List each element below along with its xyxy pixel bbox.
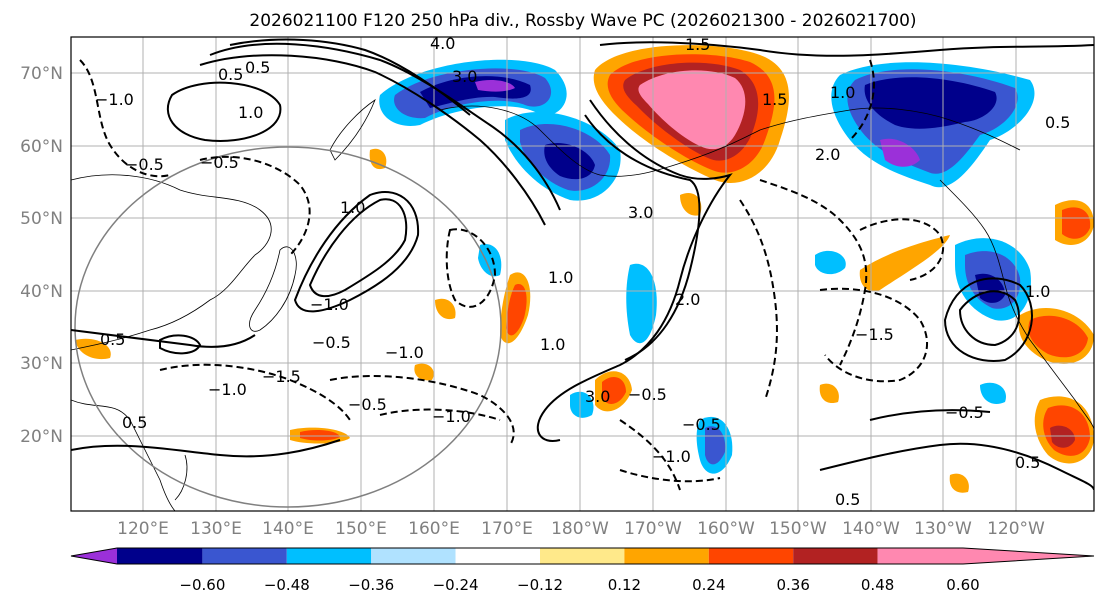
contour-label: 1.0 xyxy=(1025,282,1050,301)
colorbar-tick-label: 0.12 xyxy=(608,576,641,594)
lon-label: 180°W xyxy=(551,519,609,539)
contour-label: −1.0 xyxy=(95,90,134,109)
contour-label: 4.0 xyxy=(430,34,455,53)
contour-label: 0.5 xyxy=(835,490,860,509)
contour-label: 0.5 xyxy=(1015,453,1040,472)
colorbar-bin xyxy=(540,548,625,564)
lon-label: 160°W xyxy=(697,519,755,539)
contour-label: −0.5 xyxy=(348,395,387,414)
map-border xyxy=(70,36,1095,512)
colorbar-bin xyxy=(286,548,372,564)
colorbar-tick-label: −0.12 xyxy=(517,576,563,594)
contour-label: 1.0 xyxy=(238,103,263,122)
contour-label: 1.0 xyxy=(830,83,855,102)
lat-label: 50°N xyxy=(20,209,63,229)
lon-label: 170°E xyxy=(481,519,533,539)
colorbar-tick-label: −0.36 xyxy=(348,576,394,594)
contour-label: 0.5 xyxy=(218,65,243,84)
contour-label: 2.0 xyxy=(675,290,700,309)
contour-label: −0.5 xyxy=(682,415,721,434)
contour-label: −0.5 xyxy=(945,403,984,422)
contour-label: 1.5 xyxy=(685,35,710,54)
lon-label: 150°E xyxy=(335,519,387,539)
contour-label: −1.5 xyxy=(855,325,894,344)
lon-label: 150°W xyxy=(769,519,827,539)
contour-label: 0.5 xyxy=(1045,113,1070,132)
lon-label: 140°E xyxy=(262,519,314,539)
colorbar-tick-label: 0.60 xyxy=(946,576,979,594)
contour-label: −1.5 xyxy=(262,367,301,386)
map-gridlines xyxy=(71,37,1094,511)
colorbar-bin xyxy=(624,548,709,564)
contour-label: 0.5 xyxy=(100,330,125,349)
colorbar-outline xyxy=(70,547,1095,565)
contour-label: 3.0 xyxy=(628,203,653,222)
reference-circle xyxy=(74,146,502,508)
colorbar: −0.60 −0.48 −0.36 −0.24 −0.12 0.12 0.24 … xyxy=(70,547,1095,594)
contour-label: 1.0 xyxy=(548,268,573,287)
contour-label: −0.5 xyxy=(200,153,239,172)
contour-lines xyxy=(71,38,1094,491)
contour-label: −0.5 xyxy=(125,155,164,174)
contour-label-group: 4.0 3.0 3.0 1.5 1.5 1.0 1.0 1.0 1.0 1.0 … xyxy=(95,34,1070,509)
lon-label: 140°W xyxy=(842,519,900,539)
lat-label: 60°N xyxy=(20,137,63,157)
contour-label: −0.5 xyxy=(628,385,667,404)
contour-label: 1.5 xyxy=(762,90,787,109)
colorbar-bin xyxy=(202,548,287,564)
colorbar-bin xyxy=(793,548,878,564)
lon-label: 120°W xyxy=(987,519,1045,539)
latitude-labels: 70°N 60°N 50°N 40°N 30°N 20°N xyxy=(20,64,63,447)
contour-label: 3.0 xyxy=(585,387,610,406)
contour-label: 3.0 xyxy=(452,67,477,86)
colorbar-bin xyxy=(117,548,203,564)
colorbar-ticks: −0.60 −0.48 −0.36 −0.24 −0.12 0.12 0.24 … xyxy=(179,576,979,594)
colorbar-tick-label: 0.24 xyxy=(692,576,725,594)
contour-label: −1.0 xyxy=(310,295,349,314)
longitude-labels: 120°E 130°E 140°E 150°E 160°E 170°E 180°… xyxy=(117,519,1045,539)
colorbar-extend-left xyxy=(71,548,117,564)
lon-label: 120°E xyxy=(117,519,169,539)
colorbar-extend-right xyxy=(963,548,1094,564)
colorbar-tick-label: 0.48 xyxy=(861,576,894,594)
contour-label: −1.0 xyxy=(432,407,471,426)
colorbar-bin xyxy=(877,548,963,564)
lon-label: 130°E xyxy=(190,519,242,539)
colorbar-tick-label: 0.36 xyxy=(776,576,809,594)
colorbar-tick-label: −0.24 xyxy=(433,576,479,594)
contour-label: 1.0 xyxy=(340,198,365,217)
colorbar-bin xyxy=(371,548,456,564)
contour-label: −1.0 xyxy=(385,343,424,362)
colorbar-bin xyxy=(708,548,794,564)
contour-label: 0.5 xyxy=(122,413,147,432)
contour-label: 2.0 xyxy=(815,145,840,164)
figure-title: 2026021100 F120 250 hPa div., Rossby Wav… xyxy=(249,11,916,31)
lat-label: 40°N xyxy=(20,282,63,302)
lat-label: 30°N xyxy=(20,354,63,374)
lat-label: 70°N xyxy=(20,64,63,84)
contour-label: 0.5 xyxy=(245,58,270,77)
contour-label: 1.0 xyxy=(540,335,565,354)
contour-label: −0.5 xyxy=(312,333,351,352)
colorbar-bin xyxy=(455,548,540,564)
colorbar-tick-label: −0.60 xyxy=(179,576,225,594)
lon-label: 170°W xyxy=(624,519,682,539)
colorbar-tick-label: −0.48 xyxy=(264,576,310,594)
lat-label: 20°N xyxy=(20,427,63,447)
coastlines xyxy=(71,98,1094,511)
contour-label: −1.0 xyxy=(208,380,247,399)
lon-label: 160°E xyxy=(408,519,460,539)
contour-label: −1.0 xyxy=(652,447,691,466)
map-panel: 4.0 3.0 3.0 1.5 1.5 1.0 1.0 1.0 1.0 1.0 … xyxy=(71,34,1094,511)
shaded-anomalies xyxy=(75,45,1094,493)
lon-label: 130°W xyxy=(914,519,972,539)
